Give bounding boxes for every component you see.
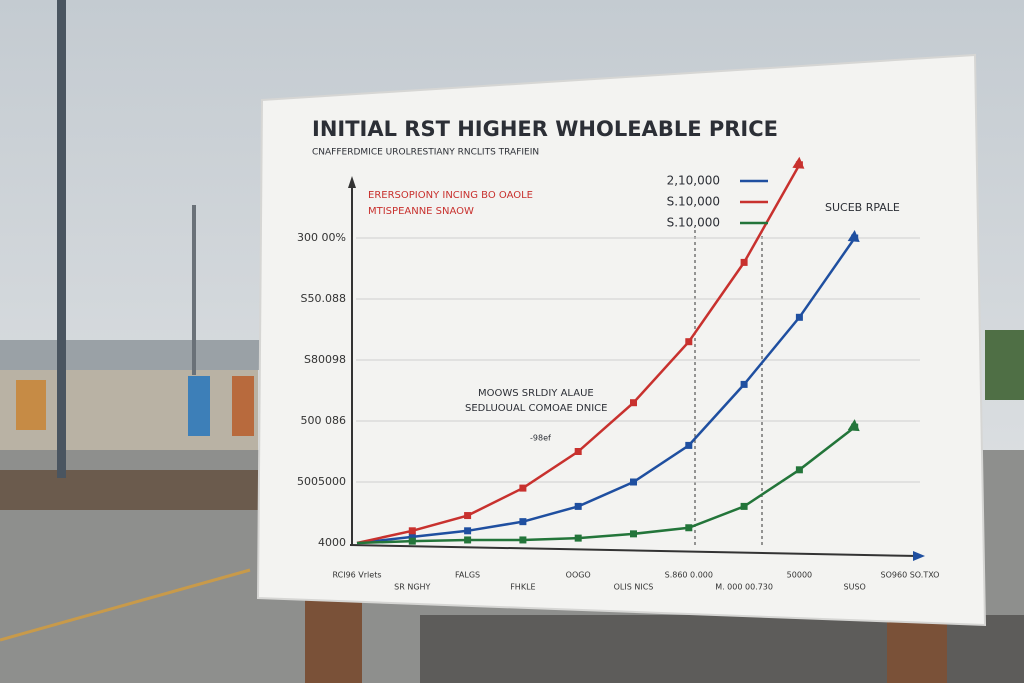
legend-label: S.10,000 bbox=[667, 216, 720, 230]
y-tick-label: S50.088 bbox=[301, 292, 346, 305]
point-marker bbox=[574, 502, 582, 510]
chart-subtitle: CNAFFERDMICE UROLRESTIANY RNCLITS TRAFIE… bbox=[312, 148, 539, 158]
x-tick-label: 50000 bbox=[787, 571, 812, 580]
x-axis-arrow bbox=[913, 551, 925, 561]
container bbox=[188, 376, 210, 436]
y-tick-label: S80098 bbox=[304, 353, 346, 366]
y-axis-arrow bbox=[348, 176, 356, 188]
annotation: SUCEB RPALE bbox=[825, 201, 900, 214]
y-tick-label: 5005000 bbox=[297, 475, 346, 488]
point-marker bbox=[519, 484, 527, 492]
container bbox=[16, 380, 46, 430]
line-arrow bbox=[847, 230, 860, 242]
series-line bbox=[356, 426, 856, 545]
point-marker bbox=[685, 338, 693, 346]
post bbox=[887, 615, 947, 683]
x-tick-label: OOGO bbox=[566, 571, 591, 580]
annotation: -98ef bbox=[530, 434, 551, 443]
x-axis bbox=[349, 544, 919, 557]
x-tick-label: OLIS NICS bbox=[614, 583, 654, 592]
y-tick-label: 500 086 bbox=[301, 414, 347, 427]
x-tick-label: FHKLE bbox=[510, 583, 535, 592]
x-tick-label: S.860 0.000 bbox=[665, 571, 713, 580]
rails bbox=[0, 470, 258, 510]
point-marker bbox=[519, 536, 527, 544]
point-marker bbox=[795, 466, 803, 474]
x-tick-label: RCI96 Vrlets bbox=[332, 571, 381, 580]
post bbox=[305, 598, 362, 683]
legend-label: 2,10,000 bbox=[667, 174, 720, 188]
point-marker bbox=[408, 533, 416, 541]
annotation: ERERSOPIONY INCING BO OAOLE bbox=[368, 190, 533, 201]
point-marker bbox=[464, 527, 472, 535]
x-tick-label: SR NGHY bbox=[394, 583, 430, 592]
line-arrow bbox=[792, 156, 805, 169]
skyline bbox=[0, 340, 260, 370]
road-line bbox=[0, 568, 251, 642]
point-marker bbox=[740, 380, 748, 388]
point-marker bbox=[574, 534, 582, 542]
series-line bbox=[356, 237, 856, 545]
point-marker bbox=[464, 512, 472, 520]
legend-label: S.10,000 bbox=[667, 195, 720, 209]
point-marker bbox=[740, 258, 748, 266]
trees bbox=[985, 330, 1024, 400]
container bbox=[232, 376, 254, 436]
annotation: SEDLUOUAL COMOAE DNICE bbox=[465, 403, 608, 414]
point-marker bbox=[574, 448, 582, 455]
point-marker bbox=[685, 441, 693, 449]
x-tick-label: SUSO bbox=[844, 583, 866, 592]
y-tick-label: 4000 bbox=[318, 536, 346, 549]
annotation: MTISPEANNE SNAOW bbox=[368, 206, 474, 217]
point-marker bbox=[408, 537, 416, 545]
x-tick-label: FALGS bbox=[455, 571, 480, 580]
point-marker bbox=[795, 313, 803, 321]
point-marker bbox=[685, 524, 693, 532]
point-marker bbox=[519, 518, 527, 526]
point-marker bbox=[630, 478, 637, 486]
y-tick-label: 300 00% bbox=[297, 231, 346, 244]
pole bbox=[57, 0, 66, 478]
line-arrow bbox=[847, 419, 860, 432]
lamp-post bbox=[192, 205, 196, 375]
chart-title: INITIAL RST HIGHER WHOLEABLE PRICE bbox=[312, 117, 778, 141]
x-tick-label: SO960 SO.TXO bbox=[881, 571, 940, 580]
point-marker bbox=[464, 536, 472, 544]
point-marker bbox=[630, 530, 637, 538]
point-marker bbox=[630, 399, 637, 407]
point-marker bbox=[740, 502, 748, 510]
x-tick-label: M. 000 00.730 bbox=[715, 583, 773, 592]
annotation: MOOWS SRLDIY ALAUE bbox=[478, 388, 594, 399]
point-marker bbox=[408, 527, 416, 535]
